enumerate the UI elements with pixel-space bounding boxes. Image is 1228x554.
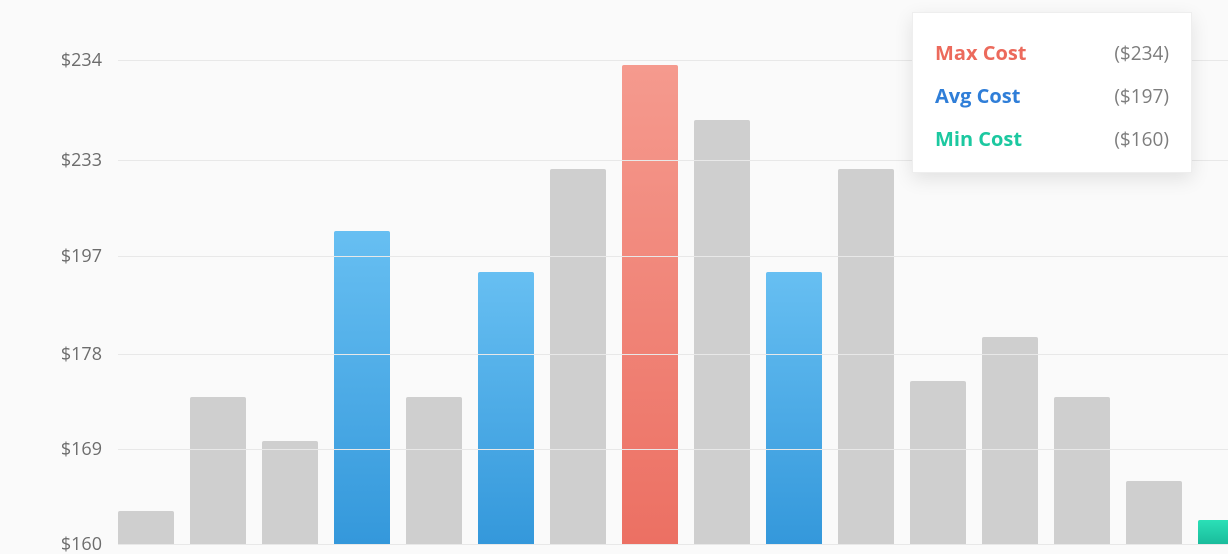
- bar: [334, 231, 390, 544]
- bar: [262, 441, 318, 544]
- legend-row-avg: Avg Cost ($197): [935, 74, 1169, 117]
- legend-value-min: ($160): [1114, 126, 1169, 152]
- legend-label-avg: Avg Cost: [935, 82, 1020, 109]
- legend-value-max: ($234): [1114, 40, 1169, 66]
- y-axis-label: $197: [10, 244, 110, 268]
- legend-label-max: Max Cost: [935, 39, 1026, 66]
- bar: [550, 169, 606, 544]
- legend-row-max: Max Cost ($234): [935, 31, 1169, 74]
- y-axis-label: $160: [10, 532, 110, 554]
- bar: [406, 397, 462, 544]
- legend-label-min: Min Cost: [935, 125, 1022, 152]
- y-axis-label: $233: [10, 148, 110, 172]
- cost-bar-chart: Max Cost ($234) Avg Cost ($197) Min Cost…: [0, 0, 1228, 554]
- bar: [982, 337, 1038, 544]
- bar: [766, 272, 822, 544]
- bar: [1054, 397, 1110, 544]
- bar: [118, 511, 174, 544]
- y-axis-label: $169: [10, 437, 110, 461]
- bar: [838, 169, 894, 544]
- y-axis-label: $234: [10, 48, 110, 72]
- legend-row-min: Min Cost ($160): [935, 117, 1169, 160]
- bar: [622, 65, 678, 544]
- bar: [190, 397, 246, 544]
- gridline: [118, 256, 1228, 257]
- bar: [1126, 481, 1182, 544]
- gridline: [118, 354, 1228, 355]
- gridline: [118, 449, 1228, 450]
- y-axis-label: $178: [10, 342, 110, 366]
- bar: [478, 272, 534, 544]
- legend-value-avg: ($197): [1114, 83, 1169, 109]
- bar: [694, 120, 750, 544]
- bar: [1198, 520, 1228, 544]
- legend-box: Max Cost ($234) Avg Cost ($197) Min Cost…: [912, 12, 1192, 173]
- gridline: [118, 544, 1228, 545]
- bar: [910, 381, 966, 544]
